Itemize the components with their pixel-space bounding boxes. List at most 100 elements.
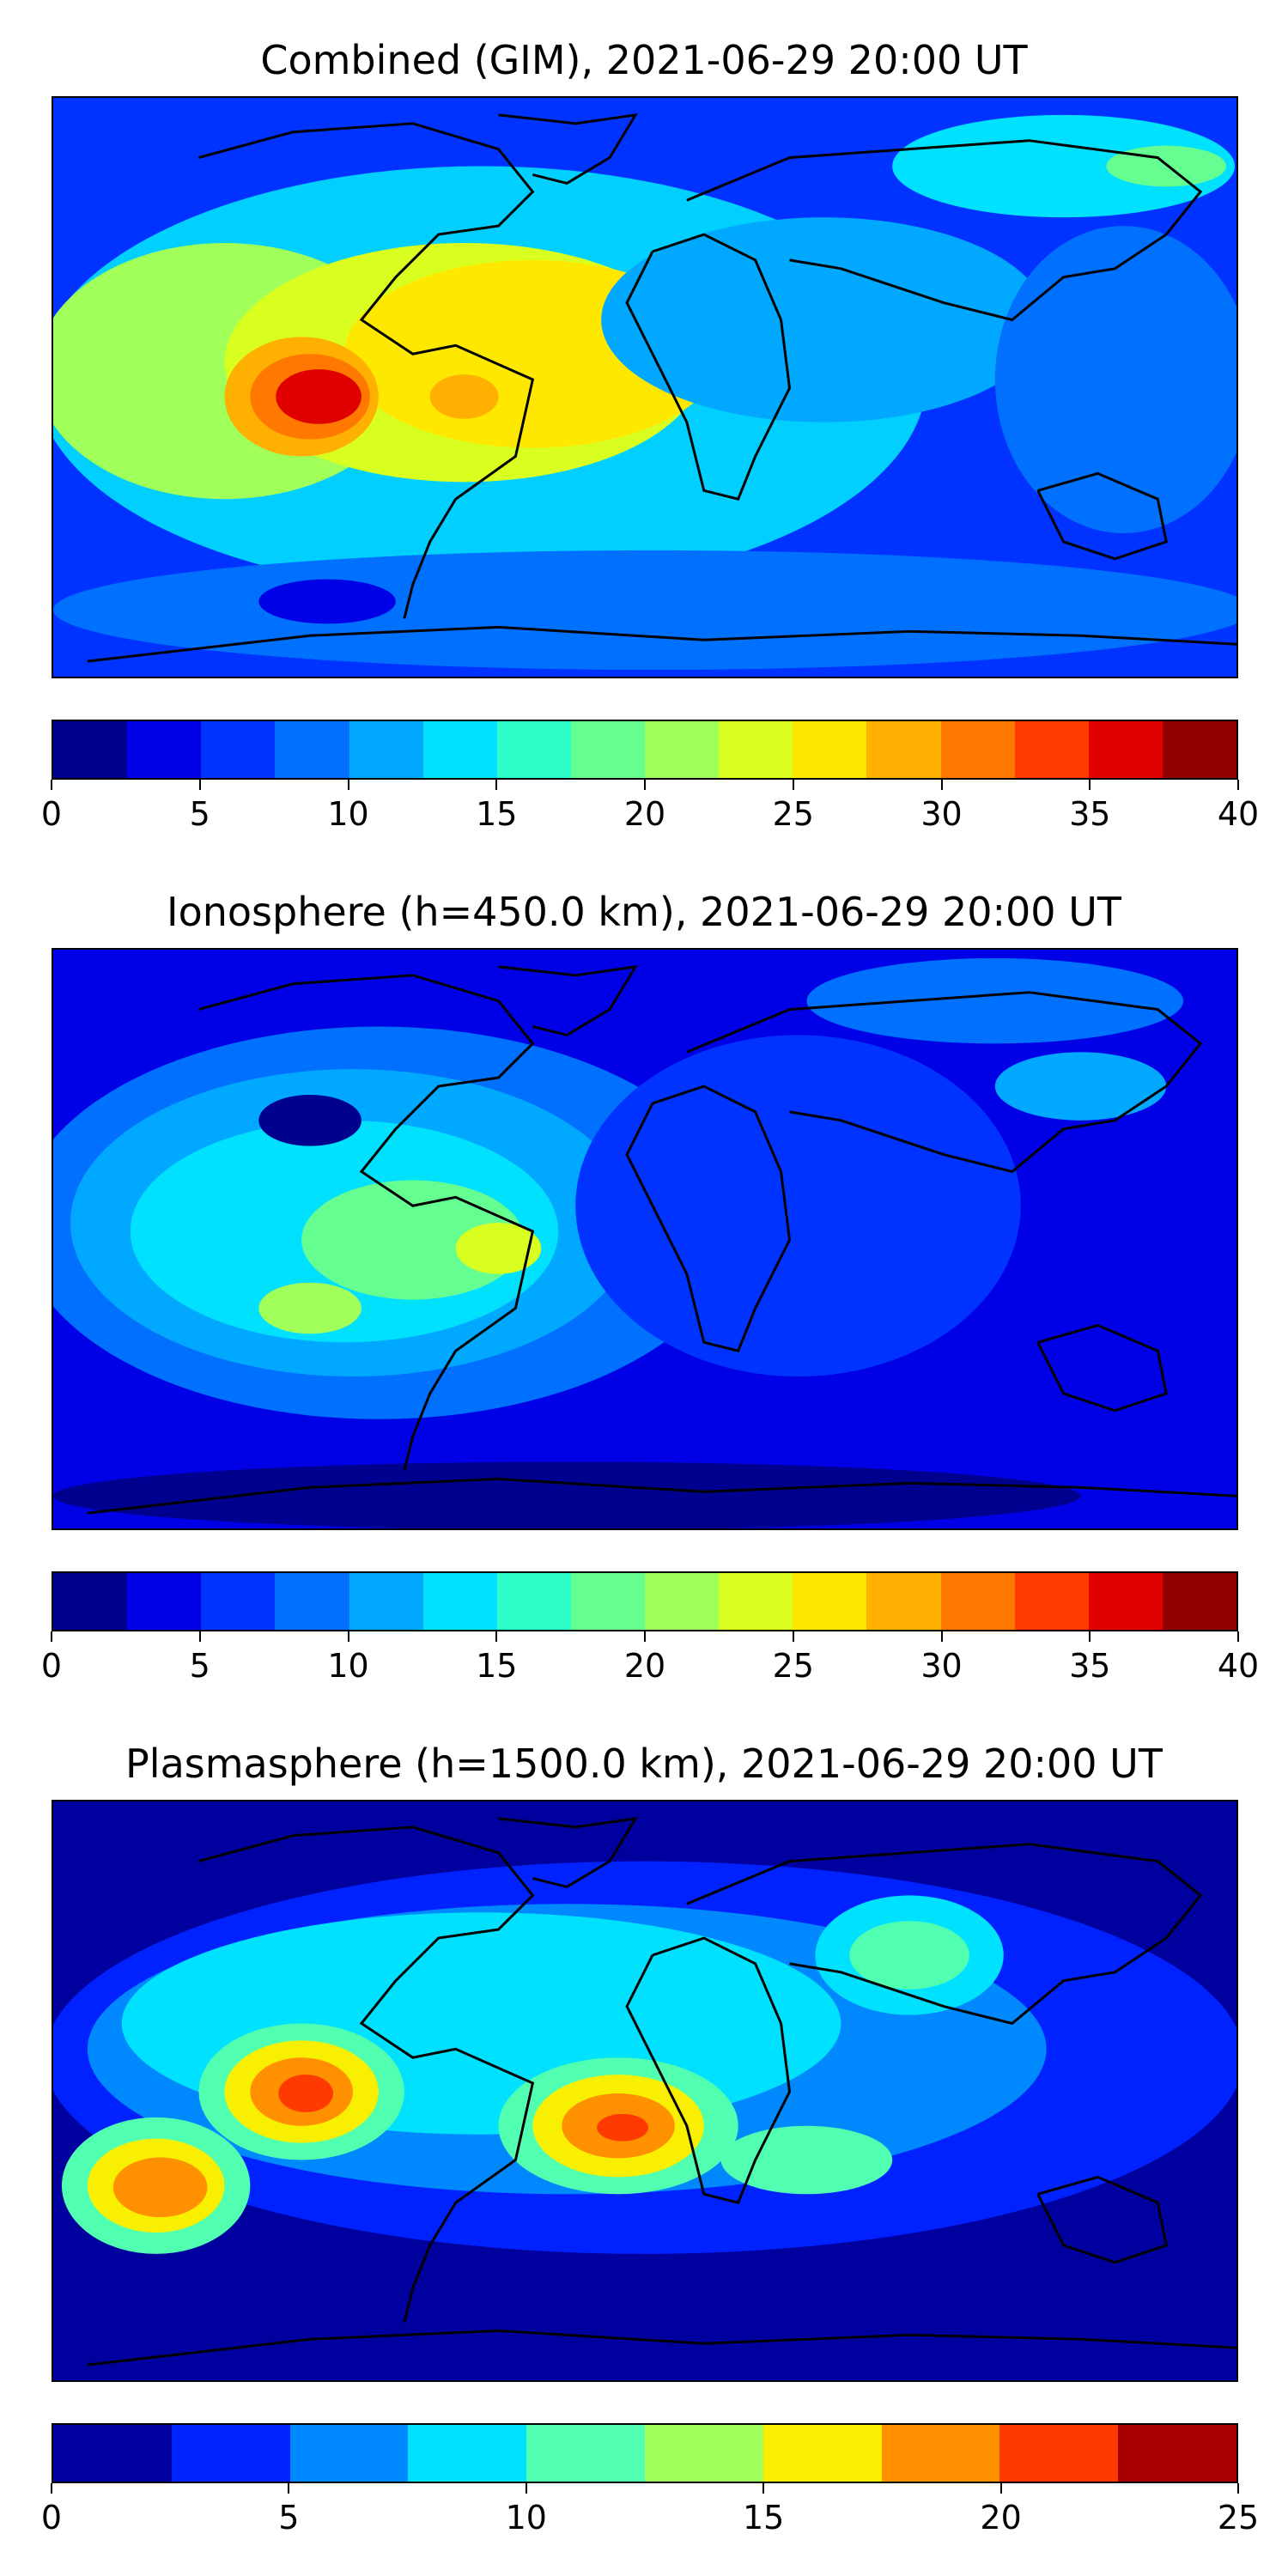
colorbar-tick-mark <box>51 780 52 790</box>
colorbar-segment <box>201 1573 276 1630</box>
colorbar-tick-label: 5 <box>189 795 210 833</box>
colorbar-tick-mark <box>1237 780 1239 790</box>
colorbar-segment <box>762 2425 882 2482</box>
colorbar-tick-label: 15 <box>743 2499 785 2537</box>
colorbar-tick-label: 40 <box>1217 795 1260 833</box>
colorbar-segment <box>496 1573 571 1630</box>
colorbar-tick-label: 5 <box>189 1647 210 1685</box>
colorbar-tick-label: 5 <box>278 2499 300 2537</box>
map-combined-svg <box>53 98 1236 677</box>
colorbar-segment <box>289 2425 409 2482</box>
colorbar-tick-mark <box>347 780 349 790</box>
map-plasmasphere-svg <box>53 1801 1236 2380</box>
colorbar-segment <box>275 1573 349 1630</box>
colorbar-segment <box>53 1573 128 1630</box>
colorbar-tick-mark <box>1089 780 1091 790</box>
colorbar-segment <box>719 1573 793 1630</box>
map-ionosphere <box>52 948 1238 1530</box>
colorbar-segment <box>940 1573 1015 1630</box>
panel-title-plasmasphere: Plasmasphere (h=1500.0 km), 2021-06-29 2… <box>125 1741 1163 1787</box>
colorbar-tick-label: 35 <box>1069 1647 1111 1685</box>
colorbar-tick-mark <box>1237 1631 1239 1642</box>
coastlines <box>87 964 1236 1515</box>
colorbar-tick-label: 20 <box>980 2499 1022 2537</box>
colorbar-segment <box>570 721 645 778</box>
colorbar-tick-label: 30 <box>920 795 963 833</box>
colorbar-segment <box>644 2425 763 2482</box>
colorbar-tick-mark <box>495 780 498 790</box>
colorbar-segment <box>1088 721 1163 778</box>
colorbar-segment <box>881 2425 1000 2482</box>
colorbar-segment <box>349 721 423 778</box>
colorbar-segment <box>719 721 793 778</box>
colorbar-segment <box>526 2425 645 2482</box>
colorbar-tick-mark <box>51 1631 52 1642</box>
colorbar-tick-label: 20 <box>623 795 666 833</box>
colorbar-tick-label: 15 <box>476 1647 518 1685</box>
colorbar-segment <box>793 721 867 778</box>
colorbar-tick-label: 20 <box>623 1647 666 1685</box>
colorbar-tick-mark <box>51 2483 52 2494</box>
colorbar-tick-mark <box>495 1631 498 1642</box>
colorbar-tick-mark <box>999 2483 1002 2494</box>
colorbar-segment <box>1014 1573 1089 1630</box>
colorbar-tick-label: 0 <box>40 2499 63 2537</box>
colorbar-ticks-plasmasphere: 0 5 10 15 20 25 <box>41 2483 1259 2543</box>
colorbar-tick-mark <box>1089 1631 1091 1642</box>
colorbar-tick-mark <box>940 780 943 790</box>
colorbar-segment <box>422 721 497 778</box>
colorbar-tick-label: 0 <box>40 795 63 833</box>
map-ionosphere-svg <box>53 950 1236 1528</box>
colorbar-segment <box>570 1573 645 1630</box>
colorbar-segment <box>275 721 349 778</box>
map-plasmasphere <box>52 1800 1238 2382</box>
colorbar-tick-mark <box>792 1631 794 1642</box>
colorbar-segment <box>999 2425 1119 2482</box>
colorbar-tick-mark <box>198 780 201 790</box>
panel-title-combined: Combined (GIM), 2021-06-29 20:00 UT <box>260 37 1028 83</box>
colorbar-segment <box>496 721 571 778</box>
colorbar-segment <box>53 721 128 778</box>
colorbar-ionosphere <box>52 1571 1238 1631</box>
colorbar-tick-label: 40 <box>1217 1647 1260 1685</box>
colorbar-segment <box>53 2425 172 2482</box>
colorbar-segment <box>1162 1573 1236 1630</box>
colorbar-tick-label: 25 <box>772 795 814 833</box>
colorbar-tick-mark <box>1237 2483 1239 2494</box>
colorbar-tick-label: 0 <box>40 1647 63 1685</box>
colorbar-tick-label: 10 <box>327 1647 369 1685</box>
colorbar-tick-label: 35 <box>1069 795 1111 833</box>
colorbar-tick-mark <box>347 1631 349 1642</box>
colorbar-tick-label: 25 <box>1217 2499 1260 2537</box>
colorbar-segment <box>127 1573 202 1630</box>
colorbar-tick-mark <box>198 1631 201 1642</box>
colorbar-ticks-ionosphere: 0 5 10 15 20 25 30 35 40 <box>41 1631 1259 1692</box>
colorbar-combined <box>52 720 1238 780</box>
coastlines <box>87 1816 1236 2366</box>
coastlines <box>87 112 1236 663</box>
colorbar-ticks-combined: 0 5 10 15 20 25 30 35 40 <box>41 780 1259 840</box>
colorbar-tick-label: 25 <box>772 1647 814 1685</box>
colorbar-segment <box>1162 721 1236 778</box>
colorbar-segment <box>171 2425 290 2482</box>
colorbar-tick-mark <box>288 2483 290 2494</box>
colorbar-tick-mark <box>762 2483 765 2494</box>
colorbar-segment <box>866 721 941 778</box>
colorbar-segment <box>1014 721 1089 778</box>
colorbar-segment <box>201 721 276 778</box>
colorbar-tick-label: 30 <box>920 1647 963 1685</box>
colorbar-segment <box>408 2425 527 2482</box>
colorbar-tick-label: 10 <box>505 2499 547 2537</box>
panel-title-ionosphere: Ionosphere (h=450.0 km), 2021-06-29 20:0… <box>167 889 1121 935</box>
map-combined <box>52 96 1238 678</box>
colorbar-segment <box>793 1573 867 1630</box>
colorbar-segment <box>127 721 202 778</box>
colorbar-tick-mark <box>792 780 794 790</box>
colorbar-tick-mark <box>525 2483 527 2494</box>
colorbar-tick-label: 15 <box>476 795 518 833</box>
colorbar-tick-mark <box>644 1631 646 1642</box>
colorbar-segment <box>645 721 720 778</box>
colorbar-segment <box>1088 1573 1163 1630</box>
colorbar-tick-mark <box>940 1631 943 1642</box>
colorbar-segment <box>422 1573 497 1630</box>
